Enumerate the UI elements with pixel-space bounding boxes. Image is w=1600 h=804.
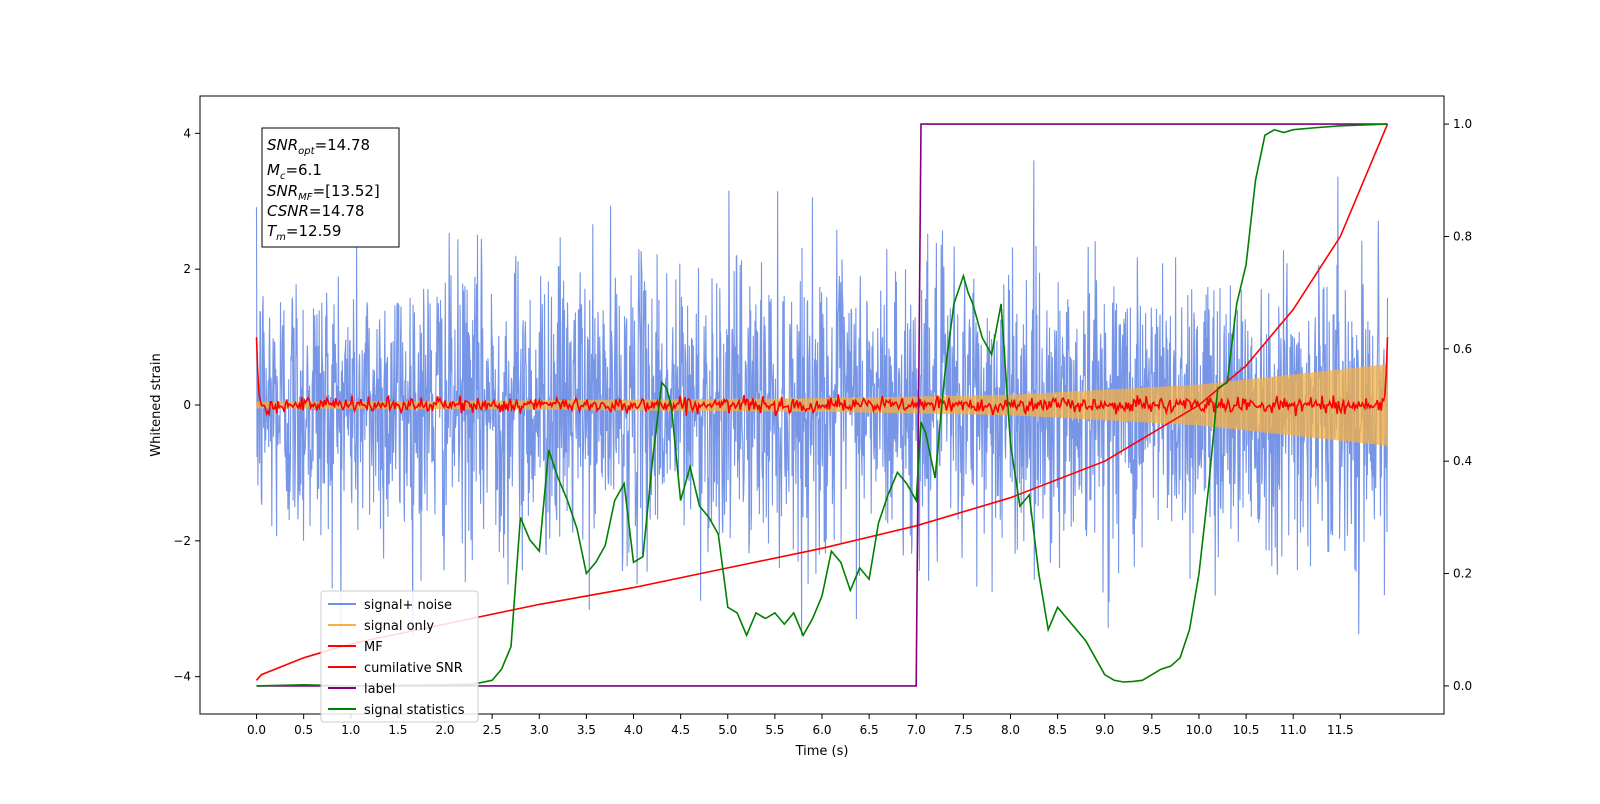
svg-text:signal only: signal only [364, 619, 434, 634]
svg-text:cumilative SNR: cumilative SNR [364, 661, 463, 676]
svg-text:9.5: 9.5 [1142, 723, 1161, 737]
svg-text:7.5: 7.5 [954, 723, 973, 737]
y-tick-4: 4 [183, 126, 200, 140]
legend-entry-mf: MF [328, 640, 383, 655]
svg-text:8.5: 8.5 [1048, 723, 1067, 737]
x-tick-4.5: 4.5 [671, 714, 690, 737]
svg-text:4.5: 4.5 [671, 723, 690, 737]
svg-text:1.0: 1.0 [341, 723, 360, 737]
y2-tick-0.2: 0.2 [1444, 567, 1472, 581]
svg-text:0.0: 0.0 [1453, 679, 1472, 693]
x-tick-8.0: 8.0 [1001, 714, 1020, 737]
svg-text:2.5: 2.5 [483, 723, 502, 737]
x-tick-9.5: 9.5 [1142, 714, 1161, 737]
svg-text:signal statistics: signal statistics [364, 703, 465, 718]
y2-tick-1.0: 1.0 [1444, 117, 1472, 131]
svg-text:0.2: 0.2 [1453, 567, 1472, 581]
x-tick-2.5: 2.5 [483, 714, 502, 737]
annotation-snr-opt: SNRopt=14.78 [267, 136, 370, 157]
x-tick-5.0: 5.0 [718, 714, 737, 737]
x-tick-11.5: 11.5 [1327, 714, 1354, 737]
x-tick-6.0: 6.0 [812, 714, 832, 737]
annotation-tm: Tm=12.59 [267, 222, 341, 243]
svg-text:4.0: 4.0 [624, 723, 643, 737]
svg-text:10.0: 10.0 [1186, 723, 1213, 737]
svg-text:signal+ noise: signal+ noise [364, 598, 452, 613]
x-tick-7.0: 7.0 [907, 714, 926, 737]
svg-text:9.0: 9.0 [1095, 723, 1114, 737]
svg-text:0.4: 0.4 [1453, 454, 1472, 468]
x-tick-10.0: 10.0 [1186, 714, 1213, 737]
x-tick-6.5: 6.5 [860, 714, 879, 737]
y-axis-left: −4 −2 0 2 4 [173, 126, 200, 684]
svg-text:8.0: 8.0 [1001, 723, 1020, 737]
legend-entry-label: label [328, 682, 395, 697]
svg-text:11.5: 11.5 [1327, 723, 1354, 737]
x-tick-3.0: 3.0 [530, 714, 549, 737]
x-tick-9.0: 9.0 [1095, 714, 1114, 737]
svg-text:0.6: 0.6 [1453, 342, 1472, 356]
svg-text:5.0: 5.0 [718, 723, 737, 737]
x-tick-5.5: 5.5 [765, 714, 784, 737]
y2-tick-0.8: 0.8 [1444, 229, 1472, 243]
y2-tick-0.0: 0.0 [1444, 679, 1472, 693]
x-tick-8.5: 8.5 [1048, 714, 1067, 737]
annotation-box: SNRopt=14.78 Mc=6.1 SNRMF=[13.52] CSNR=1… [261, 127, 400, 248]
svg-text:2.0: 2.0 [435, 723, 454, 737]
x-tick-3.5: 3.5 [577, 714, 596, 737]
annotation-csnr: CSNR=14.78 [267, 202, 364, 220]
svg-text:11.0: 11.0 [1280, 723, 1307, 737]
legend-entry-signal-only: signal only [328, 619, 434, 634]
svg-text:0.0: 0.0 [247, 723, 266, 737]
svg-text:10.5: 10.5 [1233, 723, 1260, 737]
legend-entry-signal-noise: signal+ noise [328, 598, 452, 613]
series-signal-only [256, 364, 1388, 446]
svg-text:6.0: 6.0 [812, 723, 831, 737]
svg-text:label: label [364, 682, 395, 697]
series-signal-noise [255, 160, 1389, 636]
svg-text:3.5: 3.5 [577, 723, 596, 737]
y-tick--4: −4 [173, 670, 200, 684]
svg-text:4: 4 [183, 126, 191, 140]
legend-entry-signal-statistics: signal statistics [328, 703, 465, 718]
x-axis-label: Time (s) [795, 744, 849, 759]
y2-tick-0.4: 0.4 [1444, 454, 1472, 468]
x-tick-4.0: 4.0 [624, 714, 643, 737]
svg-text:2: 2 [183, 262, 191, 276]
svg-text:7.0: 7.0 [907, 723, 926, 737]
y-tick-2: 2 [183, 262, 200, 276]
svg-text:0.5: 0.5 [294, 723, 313, 737]
legend: signal+ noise signal only MF cumilative … [320, 590, 479, 723]
series-signal-statistics [256, 123, 1388, 687]
x-tick-7.5: 7.5 [954, 714, 973, 737]
svg-text:1.5: 1.5 [388, 723, 407, 737]
y-axis-label: Whitened strain [149, 353, 164, 456]
svg-text:−4: −4 [173, 670, 191, 684]
svg-text:0: 0 [183, 398, 191, 412]
y-tick--2: −2 [173, 534, 200, 548]
x-tick-11.0: 11.0 [1280, 714, 1307, 737]
x-tick-10.5: 10.5 [1233, 714, 1260, 737]
svg-text:5.5: 5.5 [765, 723, 784, 737]
svg-text:MF: MF [364, 640, 383, 655]
y-tick-0: 0 [183, 398, 200, 412]
annotation-mc: Mc=6.1 [267, 161, 322, 182]
svg-text:−2: −2 [173, 534, 191, 548]
legend-entry-cumulative-snr: cumilative SNR [328, 661, 463, 676]
svg-text:6.5: 6.5 [860, 723, 879, 737]
x-tick-0.5: 0.5 [294, 714, 313, 737]
y-axis-right: 0.0 0.2 0.4 0.6 0.8 1.0 [1444, 117, 1472, 693]
x-tick-0.0: 0.0 [247, 714, 266, 737]
svg-text:3.0: 3.0 [530, 723, 549, 737]
series-label [256, 123, 1388, 687]
svg-text:1.0: 1.0 [1453, 117, 1472, 131]
y2-tick-0.6: 0.6 [1444, 342, 1472, 356]
annotation-snr-mf: SNRMF=[13.52] [267, 182, 380, 203]
svg-text:0.8: 0.8 [1453, 229, 1472, 243]
x-axis: 0.0 0.5 1.0 1.5 2.0 2.5 3.0 3.5 4.0 4.5 5.0 5.5 6.0 6… [247, 714, 1354, 737]
